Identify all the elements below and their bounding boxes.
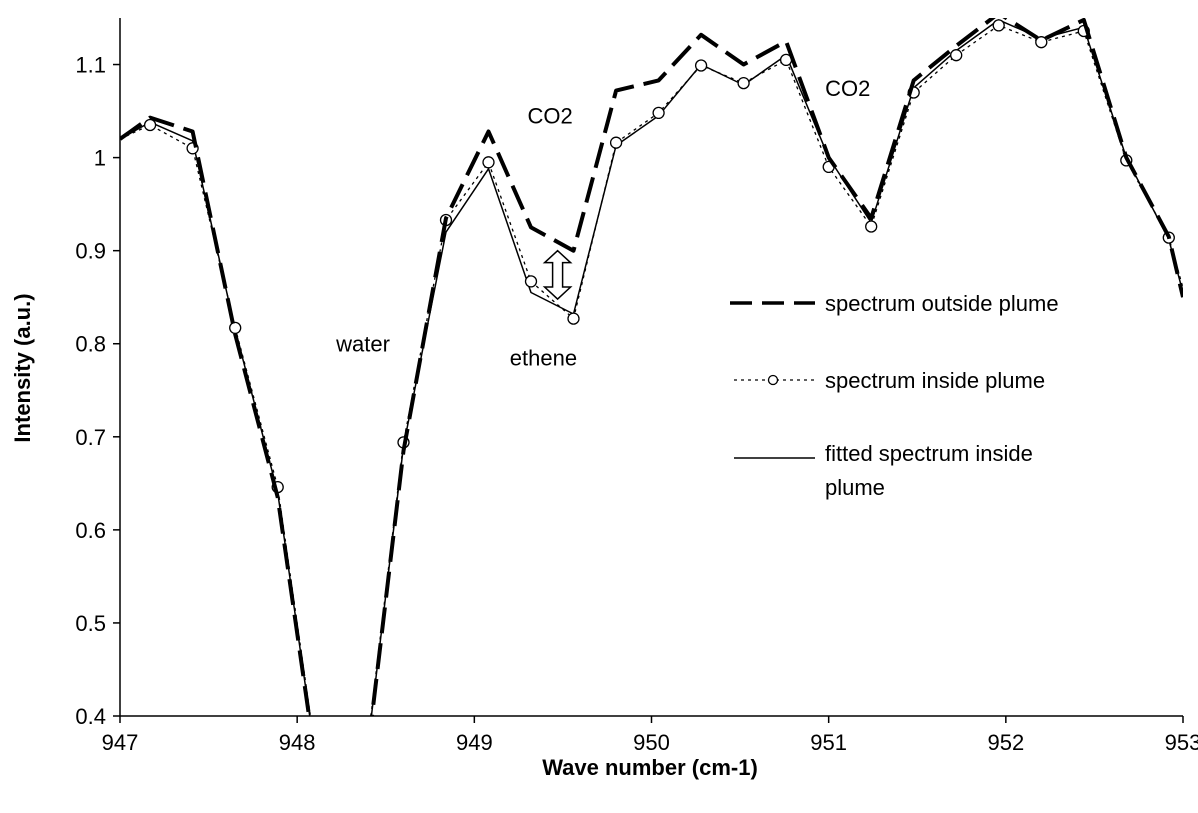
series-group bbox=[120, 18, 1183, 716]
legend-label-fitted-line2: plume bbox=[825, 475, 885, 500]
annotations: water ethene CO2 CO2 bbox=[335, 76, 870, 371]
data-point-marker bbox=[1035, 36, 1048, 49]
x-axis-title: Wave number (cm-1) bbox=[542, 755, 758, 780]
data-point-marker bbox=[652, 106, 665, 120]
x-tick-label: 948 bbox=[279, 730, 316, 755]
data-point-marker bbox=[143, 118, 157, 132]
annotation-label: CO2 bbox=[825, 76, 870, 101]
x-tick-label: 950 bbox=[633, 730, 670, 755]
y-tick-label: 1.1 bbox=[75, 53, 106, 78]
x-tick-label: 947 bbox=[102, 730, 139, 755]
data-point-marker bbox=[865, 220, 878, 233]
x-tick-label: 949 bbox=[456, 730, 493, 755]
annotation-label: ethene bbox=[510, 346, 577, 371]
annotation-label: CO2 bbox=[527, 104, 572, 129]
axes: 947 948 949 950 951 952 953 0.4 0.5 0.6 0.7 0.8 0.9 1… bbox=[75, 18, 1198, 755]
data-point-marker bbox=[950, 49, 963, 62]
legend-marker-inside bbox=[767, 374, 779, 386]
legend: spectrum outside plume spectrum inside p… bbox=[709, 279, 1131, 511]
data-point-marker bbox=[524, 275, 538, 288]
legend-label-outside: spectrum outside plume bbox=[825, 291, 1059, 316]
y-tick-label: 0.5 bbox=[75, 611, 106, 636]
y-tick-label: 1 bbox=[94, 146, 106, 171]
y-tick-label: 0.4 bbox=[75, 704, 106, 729]
legend-label-fitted-line1: fitted spectrum inside bbox=[825, 441, 1033, 466]
y-axis-title: Intensity (a.u.) bbox=[10, 293, 35, 442]
double-arrow-icon bbox=[542, 249, 573, 301]
data-point-marker bbox=[229, 321, 242, 335]
y-tick-label: 0.6 bbox=[75, 518, 106, 543]
data-point-marker bbox=[992, 19, 1005, 32]
x-tick-label: 952 bbox=[987, 730, 1024, 755]
data-point-marker bbox=[737, 76, 750, 90]
series-line-spectrum-outside-plume bbox=[120, 18, 1183, 716]
data-point-marker bbox=[567, 312, 580, 325]
annotation-label: water bbox=[335, 332, 390, 357]
y-tick-label: 0.8 bbox=[75, 332, 106, 357]
data-point-marker bbox=[694, 59, 708, 72]
legend-label-inside: spectrum inside plume bbox=[825, 368, 1045, 393]
data-point-marker bbox=[609, 136, 623, 149]
x-tick-label: 951 bbox=[810, 730, 847, 755]
data-point-marker bbox=[482, 156, 495, 169]
legend-box bbox=[709, 279, 1131, 511]
x-tick-label: 953 bbox=[1165, 730, 1198, 755]
y-tick-label: 0.7 bbox=[75, 425, 106, 450]
y-tick-label: 0.9 bbox=[75, 239, 106, 264]
